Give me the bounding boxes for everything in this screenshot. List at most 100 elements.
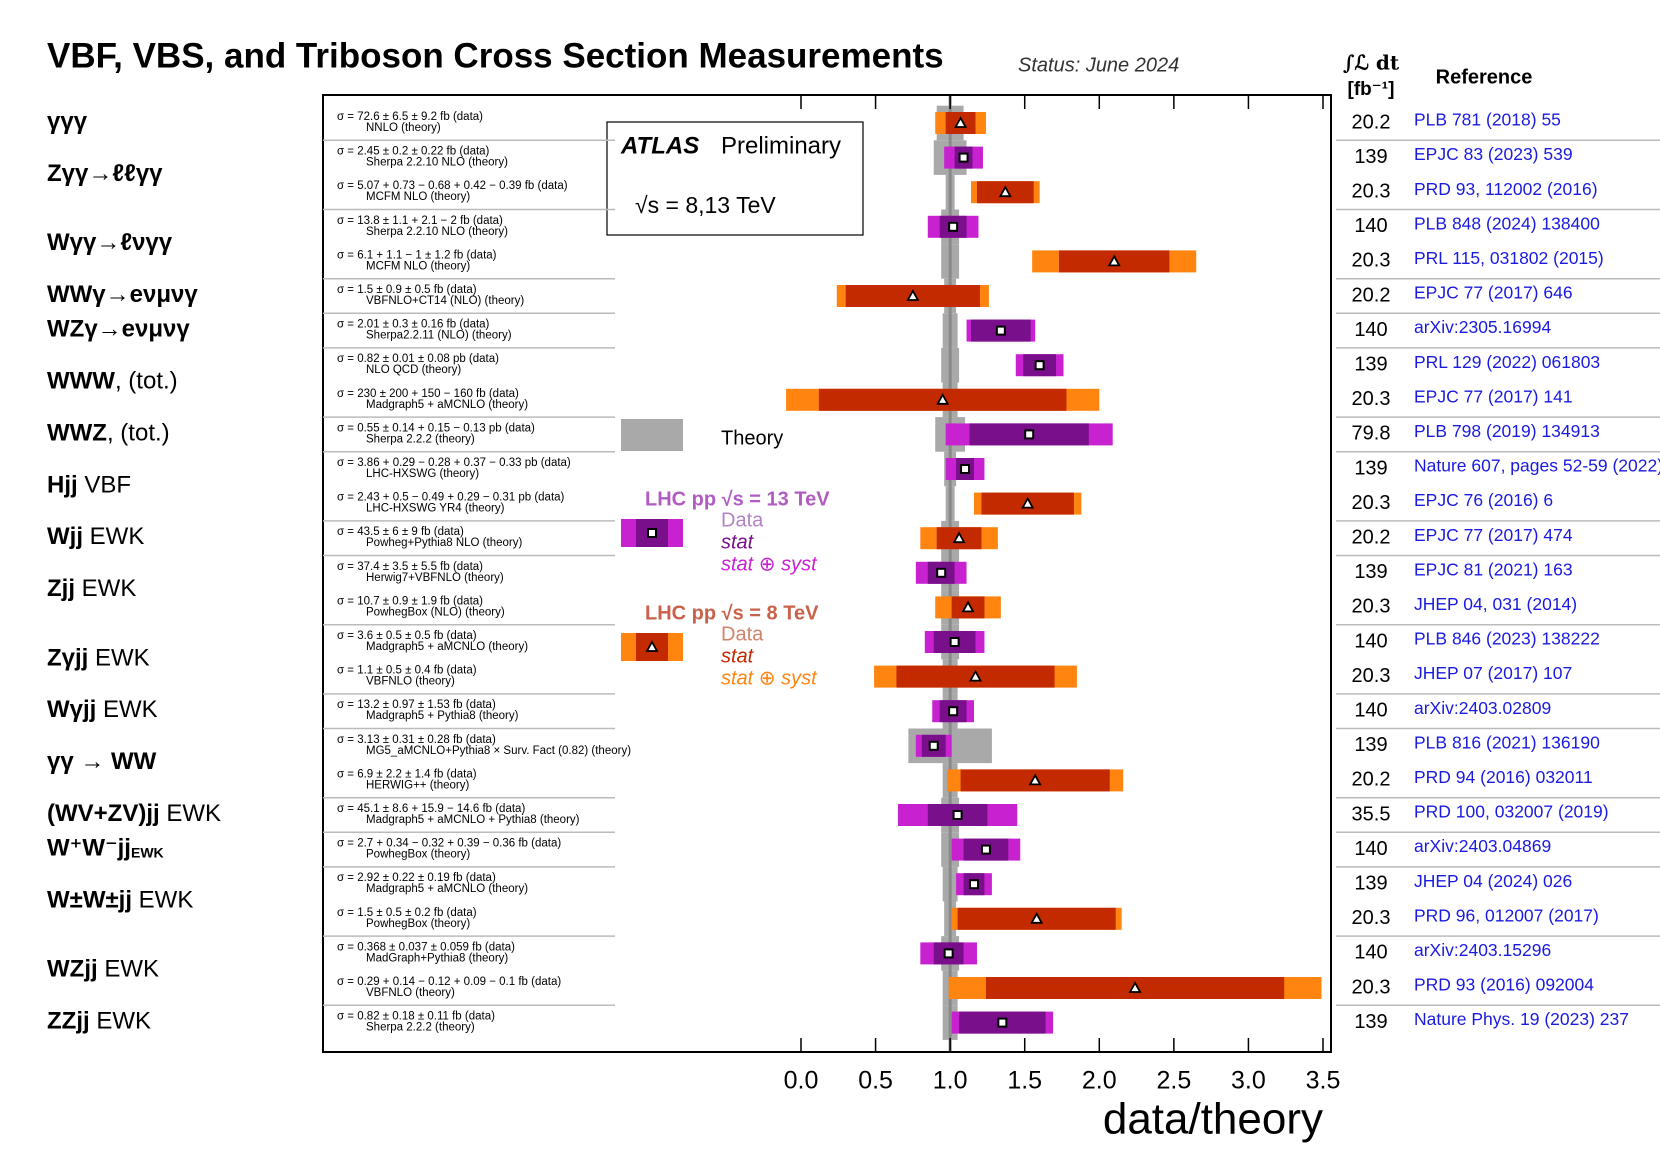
theory-text: VBFNLO (theory)	[366, 676, 455, 688]
group-name: WZjj	[47, 956, 98, 983]
sigma-text: σ = 1.5 ± 0.5 ± 0.2 fb (data)	[337, 907, 477, 919]
group-name: WWW	[47, 368, 115, 395]
theory-text: Madgraph5 + aMCNLO (theory)	[366, 641, 528, 653]
reference: arXiv:2403.04869	[1414, 836, 1551, 856]
marker	[952, 531, 966, 544]
reference: EPJC 81 (2021) 163	[1414, 559, 1573, 579]
sigma-text: σ = 2.7 + 0.34 − 0.32 + 0.39 − 0.36 fb (…	[337, 838, 561, 850]
reference: PRD 100, 032007 (2019)	[1414, 802, 1609, 822]
lumi: 140	[1354, 630, 1387, 652]
group-label: WWγ→eνμνγ	[47, 281, 198, 308]
theory-text: Herwig7+VBFNLO (theory)	[366, 572, 504, 584]
group-label: W⁺W⁻jjEWK	[47, 835, 164, 862]
ref-header: Reference	[1436, 66, 1533, 88]
atlas-box	[606, 121, 864, 236]
group-suffix: , (tot.)	[115, 368, 178, 395]
marker	[960, 464, 971, 474]
group-suffix: EWK	[132, 887, 193, 914]
theory-text: Madgraph5 + aMCNLO + Pythia8 (theory)	[366, 814, 580, 826]
theory-text: Madgraph5 + aMCNLO (theory)	[366, 399, 528, 411]
sigma-text: σ = 13.8 ± 1.1 + 2.1 − 2 fb (data)	[337, 215, 503, 227]
reference: EPJC 76 (2016) 6	[1414, 490, 1553, 510]
group-label: ZZjj EWK	[47, 1008, 151, 1035]
marker	[948, 706, 959, 717]
group-label: (WV+ZV)jj EWK	[47, 800, 221, 827]
marker	[936, 567, 947, 578]
lumi: 20.3	[1352, 665, 1391, 687]
group-label: WZγ→eνμνγ	[47, 316, 190, 343]
marker	[952, 810, 963, 820]
group-name: WWZ	[47, 420, 107, 447]
group-suffix: EWK	[90, 1008, 151, 1035]
reference: PLB 846 (2023) 138222	[1414, 629, 1600, 649]
legend-text: Data	[721, 509, 764, 531]
group-name: (WV+ZV)jj	[47, 800, 160, 827]
sigma-text: σ = 0.55 ± 0.14 + 0.15 − 0.13 pb (data)	[337, 422, 535, 434]
marker	[906, 289, 920, 301]
reference: PRD 94 (2016) 032011	[1414, 767, 1593, 787]
theory-text: PowhegBox (theory)	[366, 918, 470, 930]
theory-text: Sherpa 2.2.2 (theory)	[366, 433, 475, 445]
status: Status: June 2024	[1018, 54, 1179, 76]
lumi: 140	[1354, 319, 1387, 341]
legend-marker	[647, 528, 657, 538]
sigma-text: σ = 0.29 + 0.14 − 0.12 + 0.09 − 0.1 fb (…	[337, 976, 561, 988]
reference: PRL 115, 031802 (2015)	[1414, 248, 1604, 268]
marker	[1107, 254, 1121, 267]
theory-text: NNLO (theory)	[366, 122, 441, 134]
group-suffix: EWK	[96, 697, 157, 724]
sigma-text: σ = 72.6 ± 6.5 ± 9.2 fb (data)	[337, 111, 483, 123]
lumi: 139	[1354, 561, 1387, 583]
sigma-text: σ = 6.9 ± 2.2 ± 1.4 fb (data)	[337, 768, 477, 780]
sigma-text: σ = 2.01 ± 0.3 ± 0.16 fb (data)	[337, 319, 490, 331]
reference: EPJC 77 (2017) 646	[1414, 283, 1573, 303]
sigma-text: σ = 230 ± 200 + 150 − 160 fb (data)	[337, 388, 519, 400]
sigma-text: σ = 0.82 ± 0.18 ± 0.11 fb (data)	[337, 1011, 495, 1023]
reference: PRD 93, 112002 (2016)	[1414, 179, 1598, 199]
theory-text: VBFNLO+CT14 (NLO) (theory)	[366, 295, 524, 307]
reference: Nature 607, pages 52-59 (2022)	[1414, 456, 1660, 476]
group-name: W⁺W⁻jj	[47, 835, 131, 862]
x-tick-label: 1.5	[1007, 1067, 1042, 1095]
reference: EPJC 83 (2023) 539	[1414, 144, 1573, 164]
plot	[786, 112, 1322, 1034]
lumi: 20.3	[1352, 388, 1391, 410]
reference: arXiv:2305.16994	[1414, 317, 1551, 337]
x-tick-label: 1.0	[933, 1067, 968, 1095]
marker	[936, 392, 950, 405]
lumi-header: ∫ℒ dt	[1343, 51, 1400, 75]
theory-text: MadGraph+Pythia8 (theory)	[366, 952, 508, 964]
lumi: 140	[1354, 699, 1387, 721]
group-suffix: VBF	[78, 472, 131, 499]
group-suffix: EWK	[88, 645, 149, 672]
marker	[949, 637, 960, 647]
marker	[1021, 496, 1035, 509]
sigma-text: σ = 5.07 + 0.73 − 0.68 + 0.42 − 0.39 fb …	[337, 180, 568, 192]
reference: PRD 96, 012007 (2017)	[1414, 905, 1599, 925]
x-tick-label: 3.5	[1306, 1067, 1341, 1095]
x-tick-label: 0.5	[858, 1067, 893, 1095]
lumi: 20.3	[1352, 976, 1391, 998]
group-label: γγ → WW	[47, 748, 157, 775]
marker	[928, 740, 939, 751]
sigma-text: σ = 3.86 + 0.29 − 0.28 + 0.37 − 0.33 pb …	[337, 457, 571, 469]
sigma-text: σ = 10.7 ± 0.9 ± 1.9 fb (data)	[337, 595, 483, 607]
marker	[968, 669, 983, 682]
reference: EPJC 77 (2017) 141	[1414, 386, 1573, 406]
marker	[1028, 773, 1042, 786]
legend-text: stat ⊕ syst	[721, 553, 818, 575]
group-label: Zγjj EWK	[47, 645, 150, 672]
group-name: WWγ→eνμνγ	[47, 281, 198, 308]
experiment-note: Preliminary	[721, 132, 841, 159]
plot-frame	[322, 94, 1332, 1053]
sigma-text: σ = 3.13 ± 0.31 ± 0.28 fb (data)	[337, 734, 496, 746]
legend-marker	[645, 640, 659, 652]
sigma-text: σ = 13.2 ± 0.97 ± 1.53 fb (data)	[337, 699, 496, 711]
lumi: 79.8	[1352, 423, 1391, 445]
marker	[961, 600, 975, 613]
reference: PLB 798 (2019) 134913	[1414, 421, 1600, 441]
theory-text: Madgraph5 + aMCNLO (theory)	[366, 883, 528, 895]
lumi: 20.3	[1352, 596, 1391, 618]
legend-text: Data	[721, 623, 764, 645]
